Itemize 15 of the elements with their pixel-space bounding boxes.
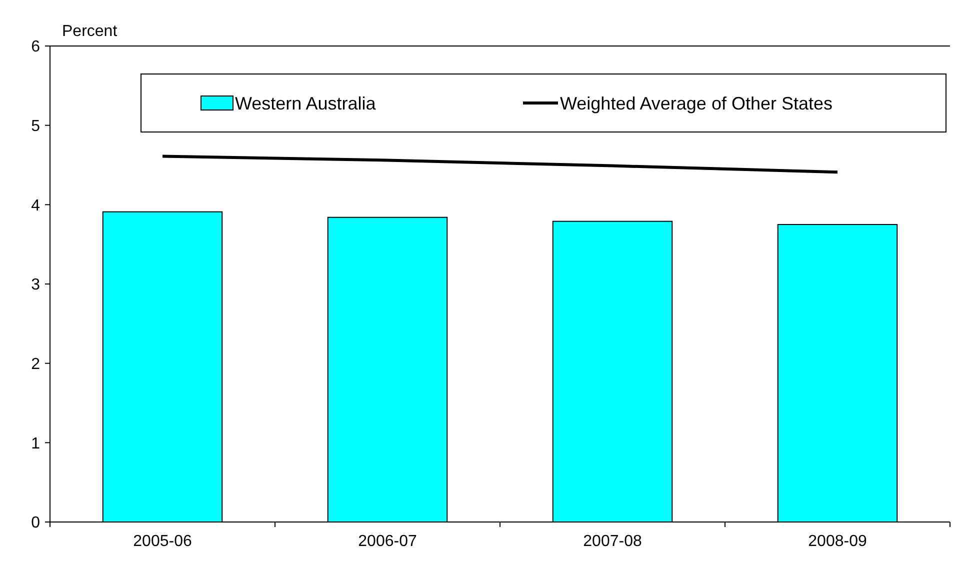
y-axis-title: Percent [62,23,118,40]
y-tick-label: 2 [31,356,40,373]
y-tick-label: 1 [31,435,40,452]
x-tick-label: 2008-09 [808,533,867,550]
y-tick-label: 4 [31,197,40,214]
y-tick-label: 3 [31,276,40,294]
line-series [161,154,839,174]
x-tick-label: 2007-08 [583,533,642,550]
legend-label: Weighted Average of Other States [560,93,833,114]
legend-label: Western Australia [235,93,377,114]
x-tick-label: 2006-07 [358,533,417,550]
x-tick-label: 2005-06 [133,533,192,550]
y-tick-label: 0 [31,514,40,532]
y-tick-label: 5 [31,118,40,135]
y-tick-label: 6 [31,38,40,56]
